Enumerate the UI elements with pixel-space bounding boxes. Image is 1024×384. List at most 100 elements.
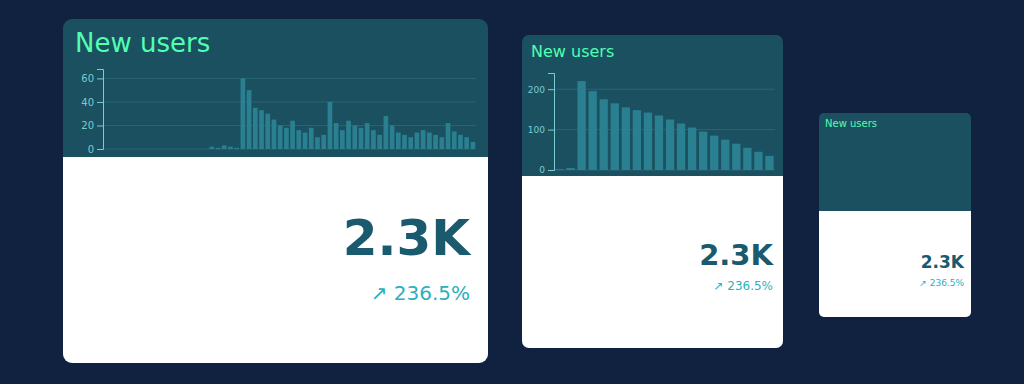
- bar: [390, 125, 395, 149]
- bar: [197, 149, 202, 150]
- tick: 60: [81, 73, 103, 84]
- tick-mark: [548, 130, 554, 131]
- axis-line: [548, 74, 555, 171]
- axis-line: [97, 70, 104, 150]
- title: New users: [531, 42, 614, 61]
- card-body: [522, 176, 783, 190]
- bar: [346, 121, 351, 149]
- tick: 20: [81, 120, 103, 131]
- tick-label: 0: [539, 165, 545, 175]
- bar: [135, 149, 140, 150]
- bar: [222, 145, 227, 149]
- bar: [241, 78, 246, 149]
- card-header: [819, 113, 971, 317]
- tick-mark: [548, 170, 554, 171]
- bar: [178, 149, 183, 150]
- bars: [555, 81, 773, 170]
- bar: [154, 149, 159, 150]
- tick-label: 200: [528, 85, 545, 95]
- card-body: [522, 176, 783, 348]
- bar: [458, 135, 463, 149]
- tick-mark: [97, 149, 103, 150]
- bar: [253, 108, 258, 149]
- grid: [554, 89, 775, 170]
- bar: [566, 168, 574, 170]
- bar: [371, 130, 376, 149]
- bar: [622, 107, 630, 170]
- change: ↗ 236.5%: [919, 278, 964, 288]
- bar: [471, 142, 476, 149]
- title: New users: [825, 118, 877, 129]
- bar: [433, 135, 438, 149]
- bar: [464, 137, 469, 149]
- bar: [359, 128, 364, 149]
- grid-line: [554, 170, 775, 171]
- bar: [334, 123, 339, 149]
- background: [0, 0, 1024, 384]
- bar: [644, 113, 652, 170]
- bar: [677, 124, 685, 170]
- bar: [384, 116, 389, 149]
- grid-line: [554, 89, 775, 90]
- bar: [110, 149, 115, 150]
- change: ↗ 236.5%: [371, 281, 470, 305]
- grid: [103, 78, 476, 149]
- bar: [104, 149, 109, 150]
- bar: [396, 133, 401, 149]
- card-body: [819, 211, 971, 317]
- grid-line: [554, 129, 775, 130]
- value: 2.3K: [343, 209, 473, 267]
- tick: 0: [88, 144, 103, 155]
- bar: [160, 149, 165, 150]
- tick-label: 60: [81, 73, 94, 84]
- bar: [421, 130, 426, 149]
- card: New users02040602.3K↗ 236.5%: [63, 19, 488, 363]
- bar: [259, 110, 264, 149]
- bar: [427, 133, 432, 149]
- bar: [666, 119, 674, 170]
- bar: [309, 128, 314, 149]
- bar: [743, 148, 751, 170]
- grid-line: [103, 101, 476, 102]
- y-axis: 0100200: [528, 74, 555, 176]
- tick-label: 0: [88, 144, 94, 155]
- card-header: [522, 35, 783, 348]
- dashboard: New users02040602.3K↗ 236.5%New users010…: [0, 0, 1024, 384]
- bar: [655, 115, 663, 170]
- bar: [377, 135, 382, 149]
- bar: [408, 137, 413, 149]
- bar: [228, 147, 233, 149]
- bar: [191, 149, 196, 150]
- bar: [296, 130, 301, 149]
- bar: [710, 136, 718, 170]
- bar: [754, 152, 762, 170]
- bar: [721, 140, 729, 170]
- bar: [365, 123, 370, 149]
- bar: [141, 149, 146, 150]
- bars: [209, 78, 475, 149]
- bar: [315, 137, 320, 149]
- bar: [129, 149, 134, 150]
- tick-mark: [97, 102, 103, 103]
- tick-mark: [97, 125, 103, 126]
- bar: [765, 156, 773, 170]
- tick: 0: [539, 165, 554, 175]
- y-axis: 0 20 40 60: [81, 70, 103, 155]
- bar: [328, 102, 333, 149]
- bar: [209, 147, 214, 149]
- bar: [166, 149, 171, 150]
- grid-line: [103, 125, 476, 126]
- card-header: [63, 19, 488, 363]
- bar: [415, 133, 420, 149]
- bar: [600, 99, 608, 170]
- bar: [340, 130, 345, 149]
- bar: [577, 81, 585, 170]
- bar: [688, 128, 696, 170]
- tick: 40: [81, 97, 103, 108]
- bar: [122, 149, 127, 150]
- change: ↗ 236.5%: [713, 279, 773, 293]
- card-body: [819, 211, 971, 221]
- value: 2.3K: [921, 252, 965, 272]
- bar: [116, 149, 121, 150]
- grid-line: [103, 149, 476, 150]
